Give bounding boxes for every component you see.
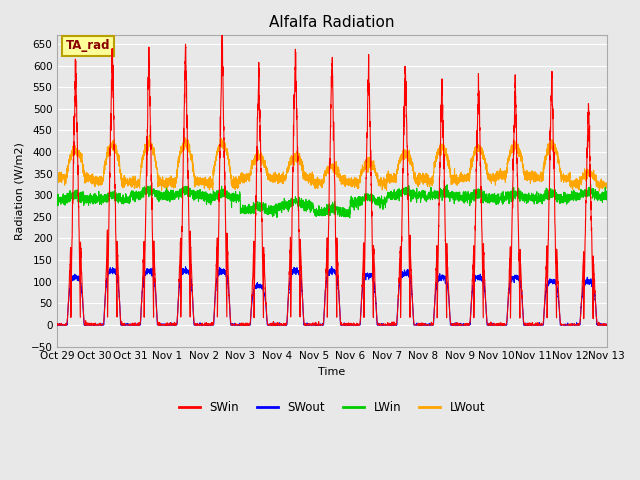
Title: Alfalfa Radiation: Alfalfa Radiation (269, 15, 395, 30)
Legend: SWin, SWout, LWin, LWout: SWin, SWout, LWin, LWout (174, 396, 490, 419)
X-axis label: Time: Time (318, 367, 346, 377)
Text: TA_rad: TA_rad (65, 39, 110, 52)
Y-axis label: Radiation (W/m2): Radiation (W/m2) (15, 142, 25, 240)
